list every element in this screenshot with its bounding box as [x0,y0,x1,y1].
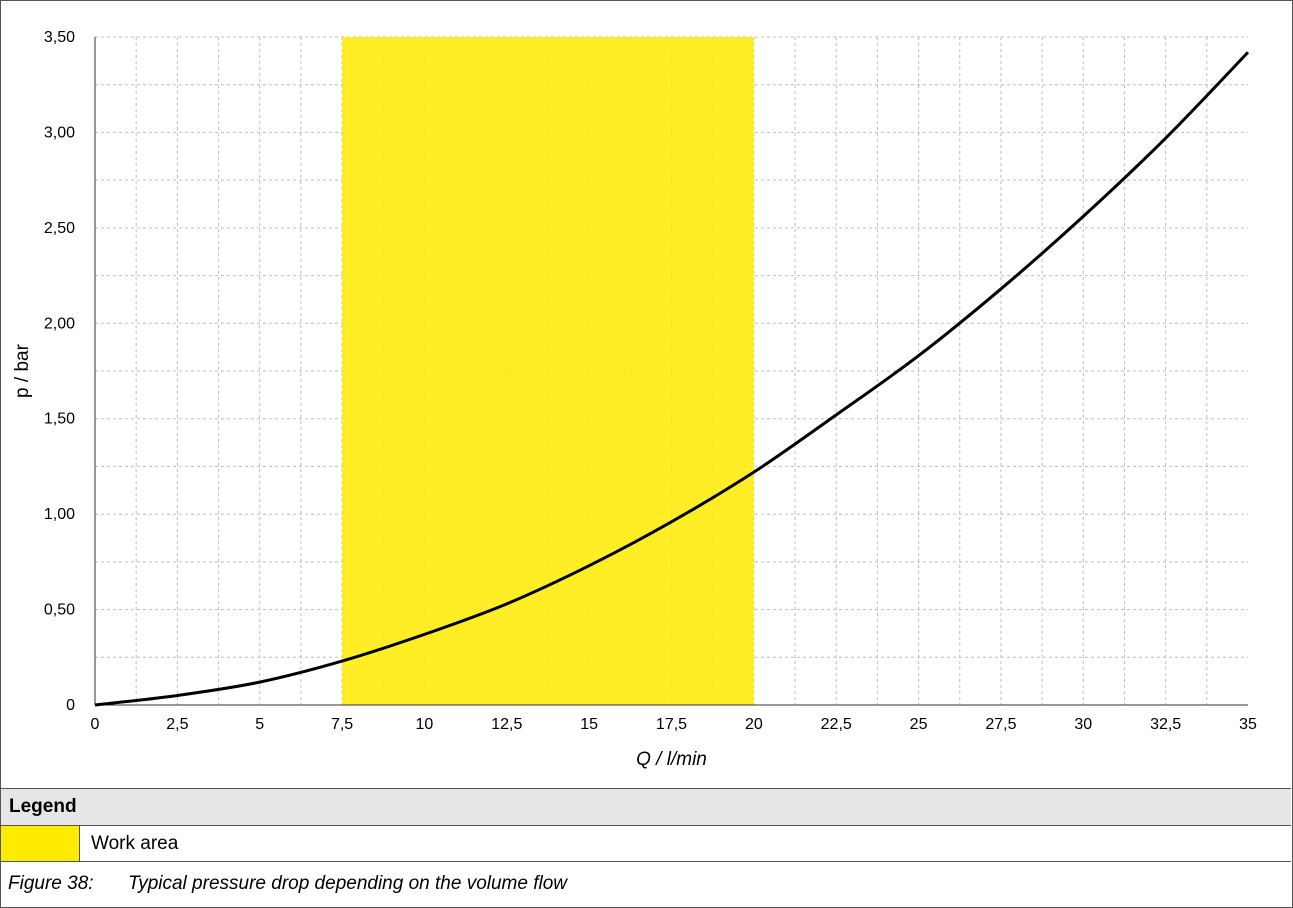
tick-labels: 0 2,5 5 7,5 10 12,5 15 17,5 20 22,5 25 27,5 30 32,5 35… [44,29,1257,733]
y-tick-label: 2,00 [44,315,75,332]
x-tick-label: 30 [1074,716,1092,733]
y-tick-label: 1,50 [44,411,75,428]
work-area-rect [342,37,754,705]
x-tick-label: 25 [910,716,928,733]
series-layer [94,51,1250,707]
x-tick-label: 22,5 [821,716,852,733]
x-tick-label: 10 [416,716,434,733]
x-tick-label: 5 [255,716,264,733]
y-tick-label: 3,00 [44,124,75,141]
pressure-drop-chart: 0 2,5 5 7,5 10 12,5 15 17,5 20 22,5 25 27,5 30 32,5 35… [12,29,1257,770]
chart-area: 0 2,5 5 7,5 10 12,5 15 17,5 20 22,5 25 27,5 30 32,5 35… [1,1,1291,787]
x-tick-label: 35 [1239,716,1257,733]
work-area-swatch [1,826,80,861]
x-tick-label: 7,5 [331,716,353,733]
x-tick-label: 2,5 [166,716,188,733]
y-tick-label: 3,50 [44,29,75,46]
x-tick-label: 32,5 [1150,716,1181,733]
figure-number: Figure 38: [8,873,94,894]
legend-item: Work area [1,826,1291,862]
x-tick-label: 27,5 [985,716,1016,733]
legend-item-label: Work area [91,833,179,854]
axes [94,37,1248,706]
y-tick-label: 0 [66,697,75,714]
legend-title: Legend [1,788,1291,826]
y-axis-label: p / bar [12,343,33,398]
x-tick-label: 17,5 [656,716,687,733]
figure-caption-text: Typical pressure drop depending on the v… [128,873,568,894]
x-tick-label: 20 [745,716,763,733]
x-axis-label: Q / l/min [636,749,707,770]
x-tick-label: 0 [91,716,100,733]
y-tick-label: 1,00 [44,506,75,523]
y-tick-label: 2,50 [44,220,75,237]
figure-caption: Figure 38: Typical pressure drop dependin… [8,862,567,906]
x-tick-label: 15 [580,716,598,733]
work-area-band [342,37,754,705]
y-tick-label: 0,50 [44,602,75,619]
x-tick-label: 12,5 [491,716,522,733]
pressure-curve [94,51,1250,707]
